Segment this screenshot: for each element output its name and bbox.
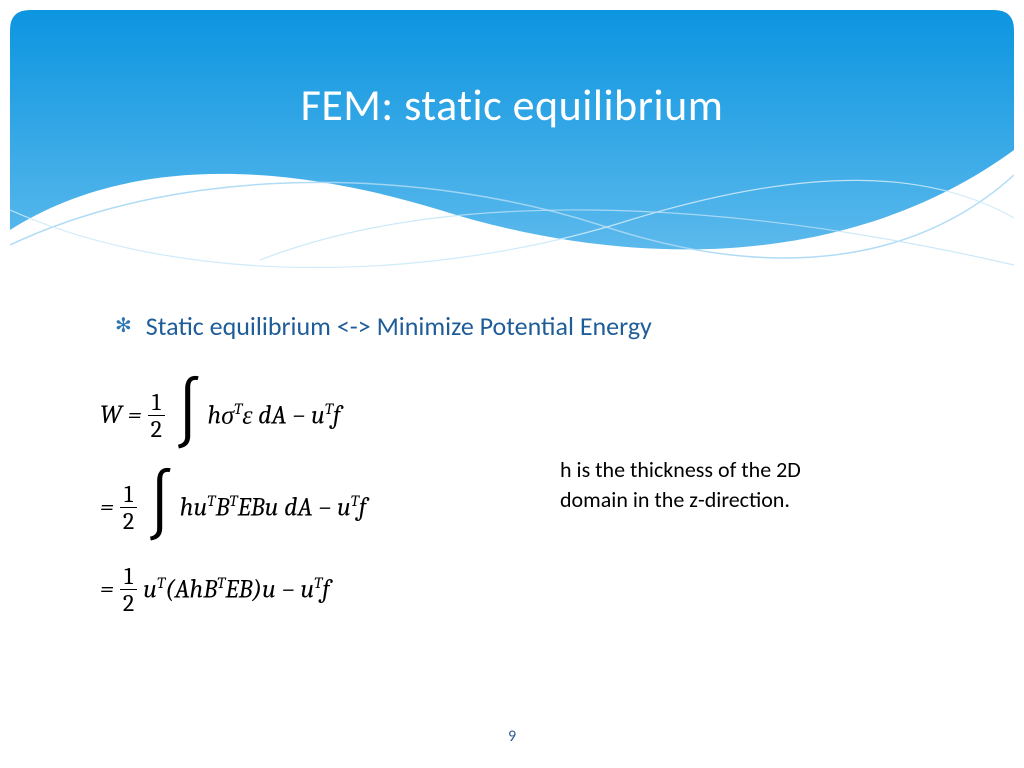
equation-3: = 1 2 uT(AhBTEB)u − uTf [100,554,366,624]
eq3-lhs: = [100,574,114,604]
eq1-body: hσ [208,400,235,430]
eq1-sup2: T [325,400,333,419]
slide: FEM: static equilibrium ✻ Static equilib… [0,0,1024,768]
integral-icon: ∫ [174,388,202,438]
eq2-frac-den: 2 [120,507,137,533]
eq2-frac-num: 1 [121,482,136,507]
header-banner [10,10,1014,290]
bullet-marker: ✻ [115,310,132,342]
eq1-tail: f [333,400,340,430]
eq2-body3: EBu dA − u [238,492,351,522]
eq3-frac: 1 2 [120,564,137,615]
eq2-sup2: T [229,492,237,511]
eq3-sup1: T [157,574,165,593]
eq1-sup1: T [234,400,242,419]
eq3-frac-den: 2 [120,589,137,615]
eq3-frac-num: 1 [121,564,136,589]
bullet-text: Static equilibrium <-> Minimize Potentia… [146,310,652,342]
eq1-frac-num: 1 [149,390,164,415]
equation-block: W = 1 2 ∫ hσTε dA − uTf = 1 2 ∫ huTBTEBu… [100,370,366,626]
eq1-frac: 1 2 [148,390,165,441]
integral-icon: ∫ [147,480,175,530]
eq2-tail: f [359,492,366,522]
eq1-frac-den: 2 [148,415,165,441]
eq2-lhs: = [100,492,114,522]
eq3-body3: EB)u − u [225,574,314,604]
equation-1: W = 1 2 ∫ hσTε dA − uTf [100,370,366,460]
eq2-body: hu [180,492,208,522]
page-number: 9 [0,727,1024,746]
eq1-body2: ε dA − u [242,400,325,430]
eq3-body: u [143,574,157,604]
eq3-tail: f [322,574,329,604]
eq2-body2: B [215,492,229,522]
wave-svg [10,10,1014,310]
side-note: h is the thickness of the 2D domain in t… [560,455,830,514]
eq2-sup3: T [351,492,359,511]
bullet-line: ✻ Static equilibrium <-> Minimize Potent… [115,310,964,342]
eq3-body2: (AhB [165,574,217,604]
equation-2: = 1 2 ∫ huTBTEBu dA − uTf [100,462,366,552]
eq2-frac: 1 2 [120,482,137,533]
slide-title: FEM: static equilibrium [0,78,1024,132]
eq1-lhs: W = [100,400,142,430]
